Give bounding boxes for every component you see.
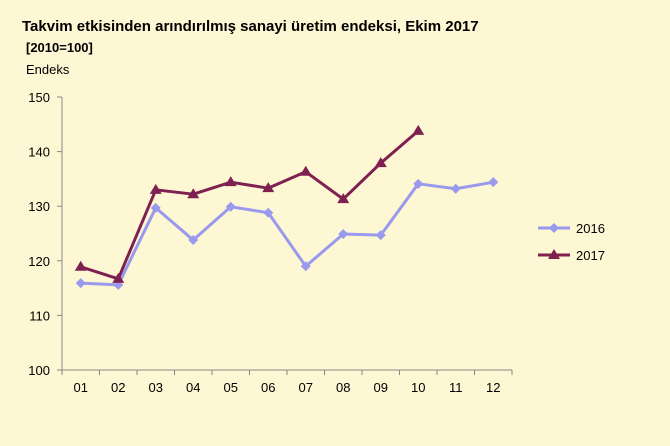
x-tick-label: 09 xyxy=(374,380,388,395)
x-tick-label: 08 xyxy=(336,380,350,395)
y-tick-label: 110 xyxy=(29,308,50,323)
data-point-2017 xyxy=(337,193,350,204)
legend-label-2016: 2016 xyxy=(576,221,605,236)
x-tick-label: 04 xyxy=(186,380,200,395)
x-tick-label: 02 xyxy=(111,380,125,395)
data-point-2016 xyxy=(488,177,499,188)
x-tick-label: 11 xyxy=(449,380,463,395)
data-point-2017 xyxy=(187,188,200,199)
y-axis-label: Endeks xyxy=(26,62,70,77)
chart-title: Takvim etkisinden arındırılmış sanayi ür… xyxy=(22,18,479,35)
data-point-2017 xyxy=(74,260,87,271)
data-point-2016 xyxy=(188,235,199,246)
y-tick-label: 150 xyxy=(28,90,50,105)
data-point-2016 xyxy=(300,261,311,272)
y-tick-label: 100 xyxy=(28,363,50,378)
series-line-2017 xyxy=(80,129,420,281)
y-tick-label: 130 xyxy=(28,199,50,214)
data-point-2016 xyxy=(413,178,424,189)
series-line-2016 xyxy=(80,180,494,287)
x-tick-label: 06 xyxy=(261,380,275,395)
data-point-2017 xyxy=(412,124,425,135)
data-point-2017 xyxy=(262,182,275,193)
legend-marker-2016 xyxy=(549,223,559,233)
x-tick-label: 03 xyxy=(149,380,163,395)
x-tick-label: 07 xyxy=(299,380,313,395)
data-point-2017 xyxy=(374,157,387,168)
data-point-2017 xyxy=(112,272,125,283)
y-tick-label: 120 xyxy=(28,254,50,269)
data-point-2016 xyxy=(150,202,161,213)
legend-label-2017: 2017 xyxy=(576,248,605,263)
data-point-2016 xyxy=(338,229,349,240)
data-point-2016 xyxy=(263,207,274,218)
data-point-2016 xyxy=(225,201,236,212)
x-tick-label: 12 xyxy=(486,380,500,395)
x-tick-label: 01 xyxy=(74,380,88,395)
data-point-2016 xyxy=(450,183,461,194)
data-point-2016 xyxy=(375,230,386,241)
x-tick-label: 05 xyxy=(224,380,238,395)
data-point-2017 xyxy=(224,176,237,187)
data-point-2017 xyxy=(299,165,312,176)
y-tick-label: 140 xyxy=(28,145,50,160)
legend-marker-2017 xyxy=(548,249,560,259)
data-point-2017 xyxy=(149,183,162,194)
data-point-2016 xyxy=(75,278,86,289)
chart-subtitle: [2010=100] xyxy=(26,40,93,55)
x-tick-label: 10 xyxy=(411,380,425,395)
